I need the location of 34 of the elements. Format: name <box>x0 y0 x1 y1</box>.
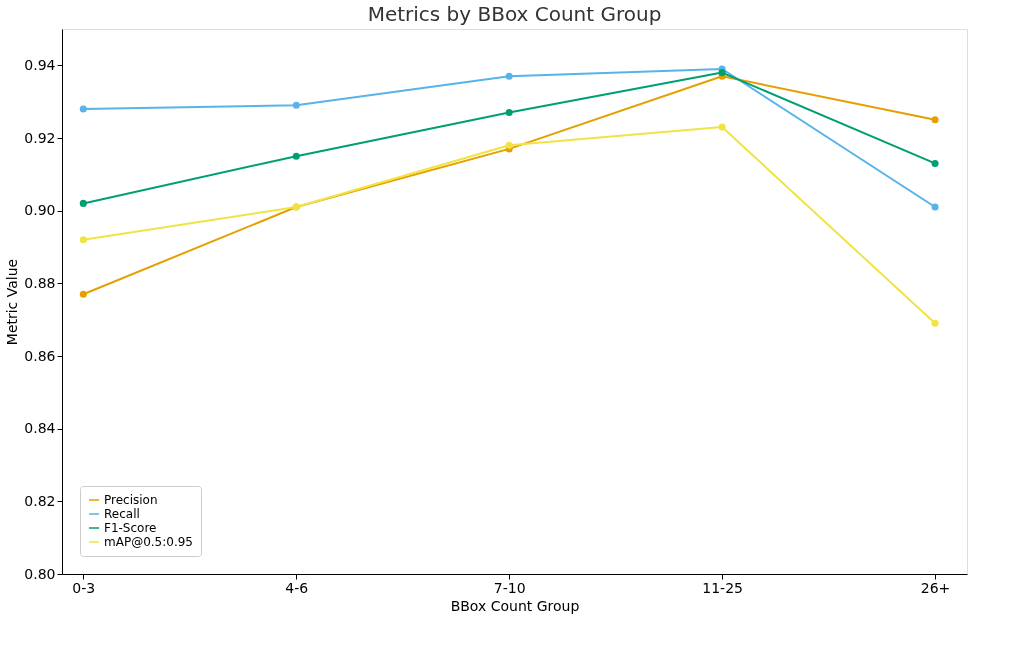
chart-title: Metrics by BBox Count Group <box>367 2 662 26</box>
point <box>79 236 87 244</box>
legend-label: F1-Score <box>104 521 157 535</box>
x-tick-label: 4-6 <box>285 579 309 596</box>
y-tick-label: 0.86 <box>24 347 56 364</box>
point <box>292 152 300 160</box>
point <box>931 203 939 211</box>
x-tick-label: 0-3 <box>72 579 96 596</box>
point <box>79 199 87 207</box>
y-tick-label: 0.82 <box>24 492 56 509</box>
point <box>718 123 726 131</box>
point <box>931 319 939 327</box>
x-tick-label: 26+ <box>920 579 951 596</box>
point <box>931 159 939 167</box>
point <box>505 141 513 149</box>
y-tick-label: 0.94 <box>24 56 56 73</box>
point <box>79 105 87 113</box>
point <box>505 109 513 117</box>
y-tick-label: 0.84 <box>24 420 56 437</box>
y-tick-label: 0.80 <box>24 565 56 582</box>
y-tick-label: 0.88 <box>24 274 56 291</box>
legend-label: Precision <box>104 493 158 507</box>
y-axis-title: Metric Value <box>4 258 21 346</box>
y-tick-label: 0.90 <box>24 202 56 219</box>
legend-label: Recall <box>104 507 140 521</box>
point <box>505 72 513 80</box>
point <box>79 290 87 298</box>
x-tick-label: 7-10 <box>493 579 526 596</box>
legend-label: mAP@0.5:0.95 <box>104 535 193 549</box>
y-tick-label: 0.92 <box>24 129 56 146</box>
point <box>292 101 300 109</box>
x-tick-label: 11-25 <box>702 579 743 596</box>
point <box>931 116 939 124</box>
x-axis-title: BBox Count Group <box>450 597 580 614</box>
